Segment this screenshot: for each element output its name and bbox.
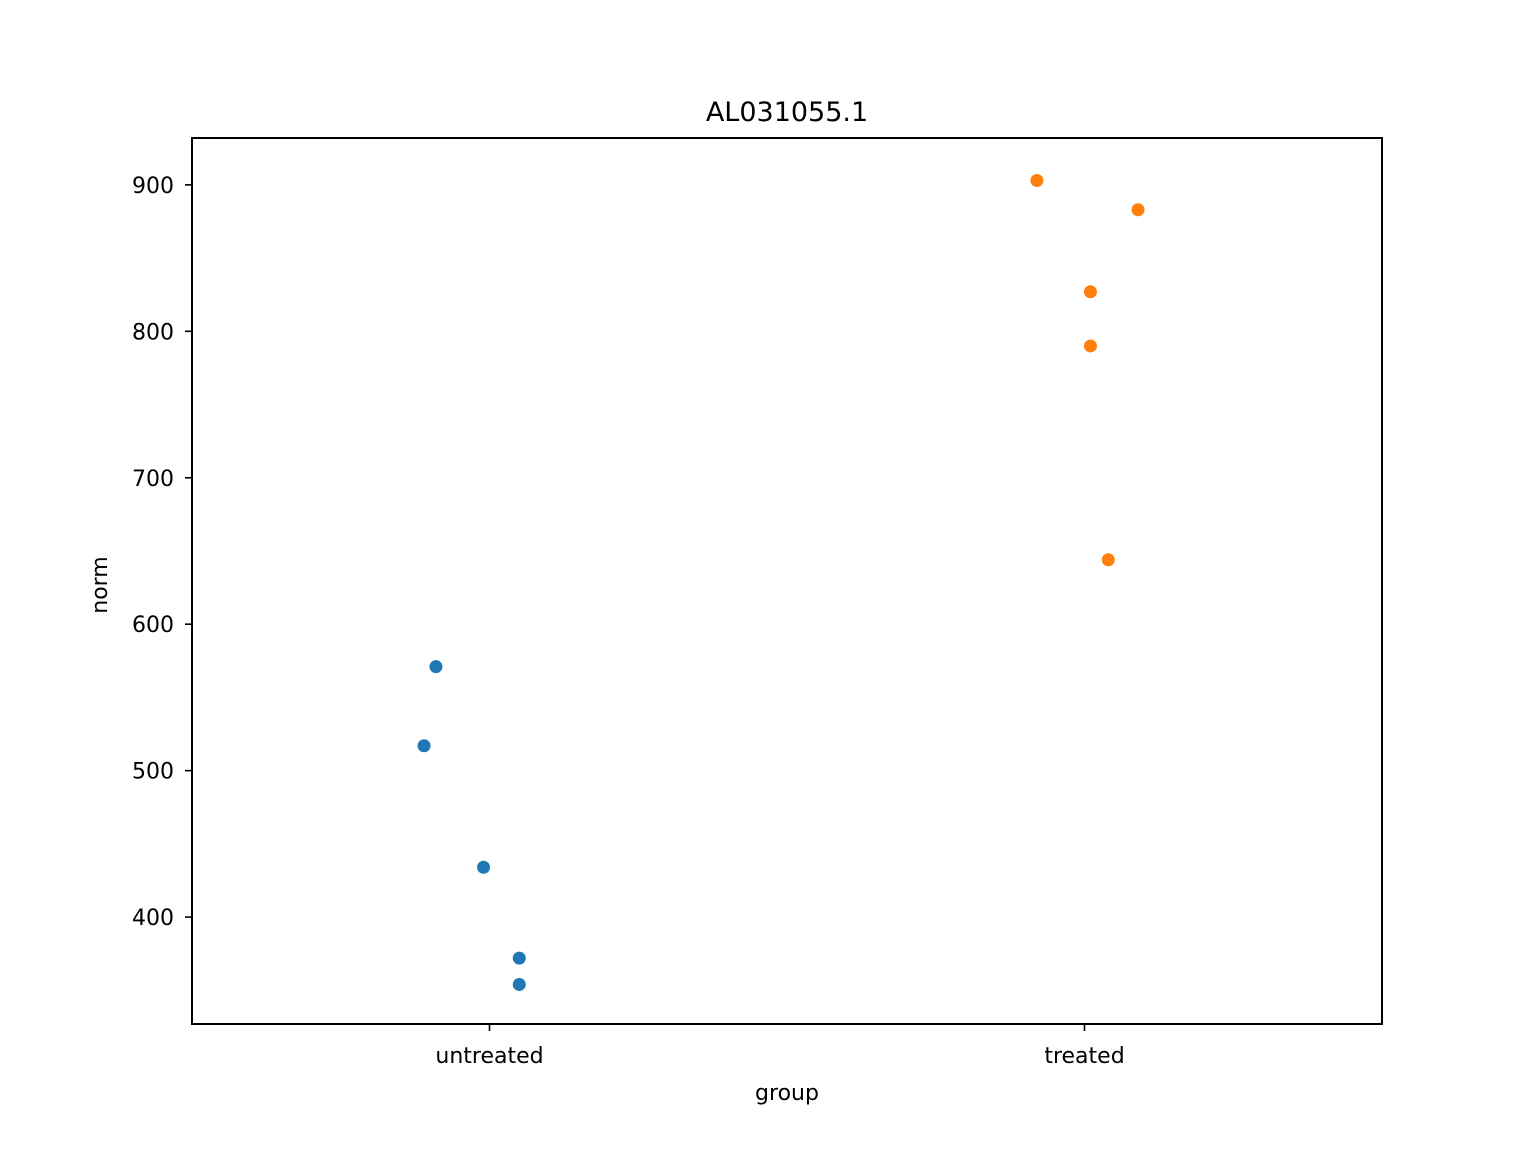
y-axis-title: norm	[88, 556, 113, 614]
data-point-treated	[1083, 339, 1097, 353]
data-point-untreated	[417, 739, 431, 753]
data-point-treated	[1083, 285, 1097, 299]
y-tick-label: 500	[132, 760, 174, 785]
data-point-treated	[1101, 553, 1115, 567]
y-tick-label: 900	[132, 174, 174, 199]
y-tick-label: 700	[132, 467, 174, 492]
y-tick-label: 800	[132, 320, 174, 345]
data-points	[417, 173, 1145, 991]
y-axis: 400 500 600 700 800 900	[132, 174, 192, 931]
data-point-untreated	[512, 977, 526, 991]
x-axis-title: group	[755, 1081, 819, 1106]
data-point-untreated	[429, 660, 443, 674]
data-point-treated	[1030, 173, 1044, 187]
data-point-treated	[1131, 203, 1145, 217]
data-point-untreated	[477, 860, 491, 874]
y-tick-label: 400	[132, 906, 174, 931]
x-axis: untreated treated	[435, 1024, 1125, 1069]
x-tick-label-untreated: untreated	[435, 1044, 543, 1069]
plot-frame	[191, 137, 1383, 1025]
data-point-untreated	[512, 951, 526, 965]
y-tick-label: 600	[132, 613, 174, 638]
chart-title: AL031055.1	[706, 97, 868, 128]
x-tick-label-treated: treated	[1044, 1044, 1124, 1069]
